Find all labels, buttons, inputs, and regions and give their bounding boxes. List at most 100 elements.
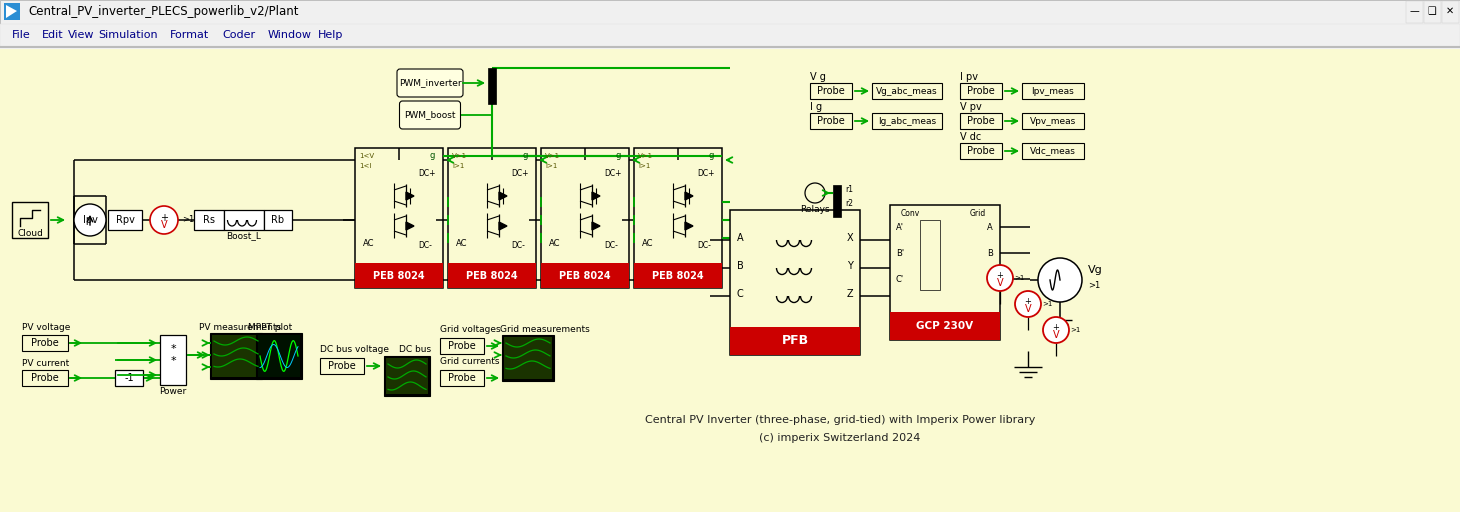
Circle shape: [74, 204, 107, 236]
Text: Probe: Probe: [967, 86, 994, 96]
Text: PV measurements: PV measurements: [199, 324, 282, 332]
Text: >1: >1: [1088, 281, 1101, 289]
Text: >1: >1: [1015, 275, 1025, 281]
Bar: [258, 335, 299, 377]
Text: Cloud: Cloud: [18, 229, 42, 239]
Text: V>1: V>1: [545, 153, 561, 159]
Text: A: A: [987, 223, 993, 231]
Text: Ipv: Ipv: [83, 215, 98, 225]
Text: Probe: Probe: [31, 338, 58, 348]
Text: PEB 8024: PEB 8024: [653, 271, 704, 281]
Text: AC: AC: [549, 239, 561, 247]
Text: DC-: DC-: [511, 242, 526, 250]
Text: Grid measurements: Grid measurements: [501, 326, 590, 334]
Text: AC: AC: [642, 239, 654, 247]
Text: Probe: Probe: [448, 341, 476, 351]
Polygon shape: [406, 222, 415, 230]
Bar: [355, 263, 442, 288]
Text: >1: >1: [1042, 301, 1053, 307]
Text: V: V: [1025, 304, 1031, 314]
Polygon shape: [6, 5, 18, 18]
Text: PFB: PFB: [781, 334, 809, 348]
Text: DC bus: DC bus: [399, 346, 431, 354]
Text: Conv: Conv: [901, 208, 920, 218]
Bar: [108, 210, 142, 230]
Text: C: C: [737, 289, 743, 299]
Text: DC-: DC-: [696, 242, 711, 250]
Bar: [264, 210, 292, 230]
Text: g: g: [429, 152, 435, 160]
Bar: [355, 148, 442, 288]
Bar: [223, 210, 264, 230]
Bar: [961, 143, 1002, 159]
Text: PEB 8024: PEB 8024: [559, 271, 610, 281]
Text: AC: AC: [364, 239, 375, 247]
Text: V: V: [161, 220, 168, 230]
Text: +: +: [1025, 297, 1031, 307]
Text: DC-: DC-: [604, 242, 618, 250]
Text: r2: r2: [845, 199, 853, 207]
Text: V dc: V dc: [961, 132, 981, 142]
Text: Boost_L: Boost_L: [226, 231, 261, 241]
Bar: [161, 335, 185, 385]
Text: Probe: Probe: [448, 373, 476, 383]
Text: B: B: [737, 261, 743, 271]
Text: +: +: [997, 271, 1003, 281]
Text: *
*: * *: [171, 344, 175, 366]
Text: I pv: I pv: [961, 72, 978, 82]
Text: I>1: I>1: [545, 163, 558, 169]
Text: Probe: Probe: [818, 86, 845, 96]
Bar: [810, 113, 853, 129]
Bar: [730, 327, 860, 355]
Bar: [961, 113, 1002, 129]
Bar: [115, 370, 143, 386]
Circle shape: [987, 265, 1013, 291]
Bar: [961, 83, 1002, 99]
Text: Rpv: Rpv: [115, 215, 134, 225]
FancyBboxPatch shape: [400, 101, 460, 129]
Bar: [0, 46, 1460, 48]
Text: Edit: Edit: [42, 30, 64, 40]
Bar: [872, 83, 942, 99]
Text: Window: Window: [269, 30, 312, 40]
Text: Y: Y: [847, 261, 853, 271]
Text: A': A': [896, 223, 904, 231]
Text: >1: >1: [182, 216, 194, 224]
Text: 1<I: 1<I: [359, 163, 371, 169]
Bar: [634, 148, 723, 288]
Polygon shape: [685, 222, 694, 230]
Text: B': B': [896, 248, 904, 258]
Text: PV voltage: PV voltage: [22, 324, 70, 332]
Text: Format: Format: [169, 30, 209, 40]
Text: File: File: [12, 30, 31, 40]
Text: C: C: [987, 274, 993, 284]
Text: Relays: Relays: [800, 204, 829, 214]
Text: Vg: Vg: [1088, 265, 1102, 275]
Bar: [384, 356, 431, 396]
Bar: [320, 358, 364, 374]
Bar: [0, 24, 1460, 46]
Text: Vpv_meas: Vpv_meas: [1029, 117, 1076, 125]
Text: Vdc_meas: Vdc_meas: [1031, 146, 1076, 156]
Text: Coder: Coder: [222, 30, 255, 40]
Circle shape: [150, 206, 178, 234]
Text: g: g: [616, 152, 620, 160]
Text: DC bus voltage: DC bus voltage: [320, 346, 388, 354]
Text: V: V: [997, 278, 1003, 288]
Text: Probe: Probe: [31, 373, 58, 383]
Text: 1<V: 1<V: [359, 153, 374, 159]
Bar: [448, 263, 536, 288]
Text: PV current: PV current: [22, 358, 69, 368]
Text: DC+: DC+: [696, 168, 714, 178]
Text: MPPT plot: MPPT plot: [248, 324, 292, 332]
Bar: [439, 338, 485, 354]
Text: Ipv_meas: Ipv_meas: [1032, 87, 1075, 96]
Text: Rb: Rb: [272, 215, 285, 225]
FancyBboxPatch shape: [397, 69, 463, 97]
Bar: [730, 210, 860, 355]
Polygon shape: [591, 192, 600, 200]
Text: g: g: [523, 152, 529, 160]
Circle shape: [1038, 258, 1082, 302]
Text: I>1: I>1: [453, 163, 464, 169]
Circle shape: [1015, 291, 1041, 317]
